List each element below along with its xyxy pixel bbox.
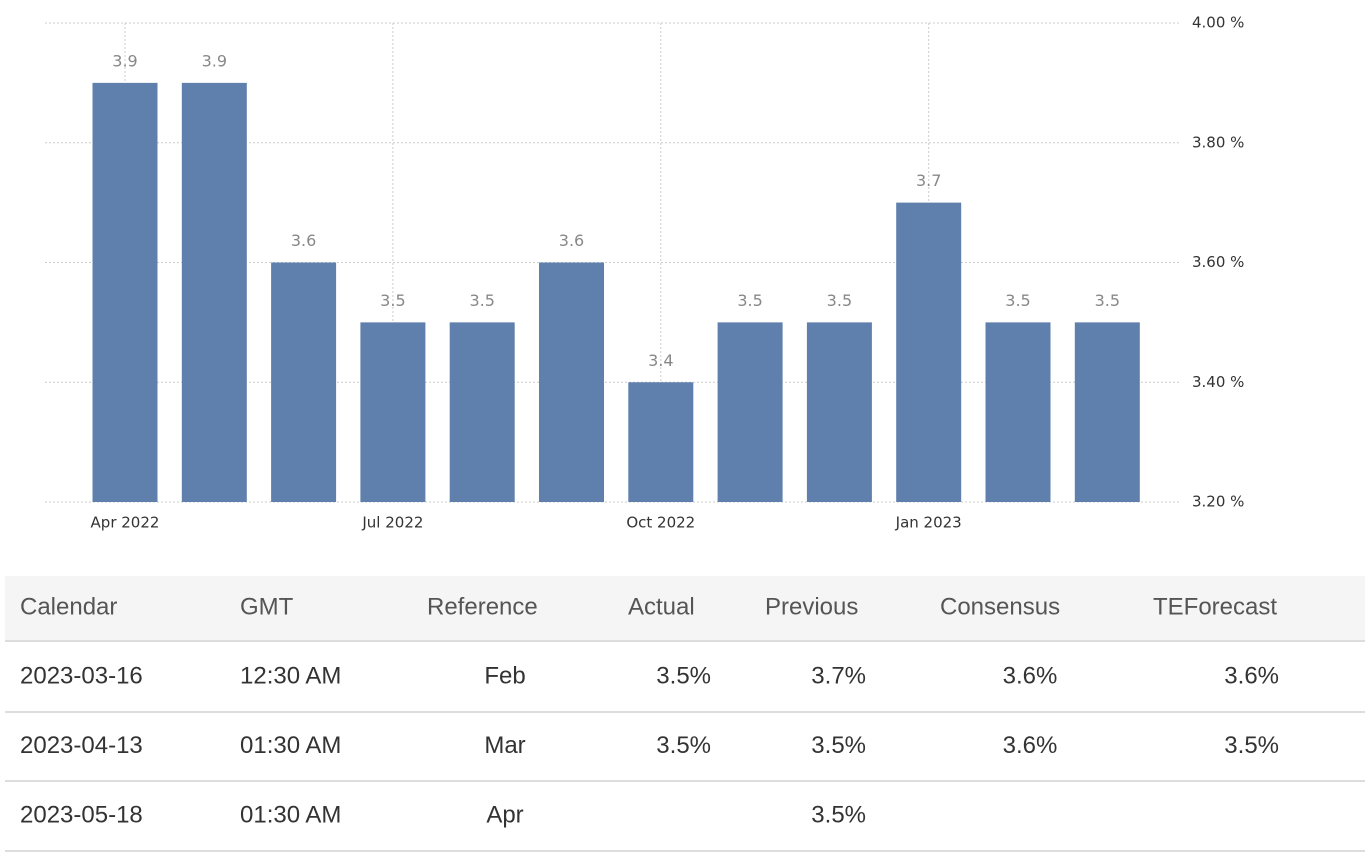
table-cell: 3.5% [656,732,711,759]
bar [896,202,962,502]
bar [1074,322,1140,502]
x-tick-label: Jul 2022 [361,514,423,532]
table-cell: 3.5% [811,801,866,828]
x-tick-label: Oct 2022 [626,514,695,532]
table-header-cell: Reference [427,593,538,620]
bar [628,382,694,502]
y-tick-label: 3.40 % [1192,373,1244,391]
table-cell: Apr [486,801,523,828]
table-cell: 3.7% [811,662,866,689]
table-cell: 2023-05-18 [20,801,143,828]
bar [985,322,1051,502]
value-label: 3.5 [1095,291,1120,310]
y-tick-label: 3.60 % [1192,253,1244,271]
y-tick-label: 3.20 % [1192,493,1244,511]
value-label: 3.9 [112,51,137,70]
bar [271,262,337,502]
table-header-cell: Actual [628,593,695,620]
table-cell: 01:30 AM [240,801,341,828]
y-tick-label: 3.80 % [1192,133,1244,151]
table-header-bg [5,576,1365,641]
x-tick-label: Jan 2023 [895,514,962,532]
value-label: 3.5 [380,291,405,310]
bar [539,262,604,502]
value-label: 3.9 [202,51,227,70]
table-header-cell: Consensus [940,593,1060,620]
table-cell: 3.6% [1003,732,1058,759]
bar [92,82,158,502]
table-header-cell: Previous [765,593,858,620]
value-label: 3.5 [737,291,762,310]
value-label: 3.4 [648,351,673,370]
table-cell: Mar [484,732,525,759]
bar [449,322,515,502]
table-cell: 3.5% [811,732,866,759]
value-label: 3.6 [291,231,316,250]
table-cell: Feb [484,662,525,689]
value-label: 3.5 [827,291,852,310]
table-cell: 3.6% [1224,662,1279,689]
value-label: 3.5 [1005,291,1030,310]
y-tick-label: 4.00 % [1192,14,1244,32]
value-label: 3.7 [916,171,941,190]
table-cell: 2023-03-16 [20,662,143,689]
x-tick-label: Apr 2022 [91,514,160,532]
table-header-cell: TEForecast [1153,593,1277,620]
bar [806,322,872,502]
bar [181,82,247,502]
bar [360,322,426,502]
value-label: 3.5 [469,291,494,310]
table-cell: 01:30 AM [240,732,341,759]
table-header-cell: GMT [240,593,294,620]
table-cell: 3.5% [1224,732,1279,759]
bar [717,322,783,502]
table-header-cell: Calendar [20,593,117,620]
value-label: 3.6 [559,231,584,250]
table-cell: 2023-04-13 [20,732,143,759]
table-cell: 3.5% [656,662,711,689]
table-cell: 12:30 AM [240,662,341,689]
table-cell: 3.6% [1003,662,1058,689]
